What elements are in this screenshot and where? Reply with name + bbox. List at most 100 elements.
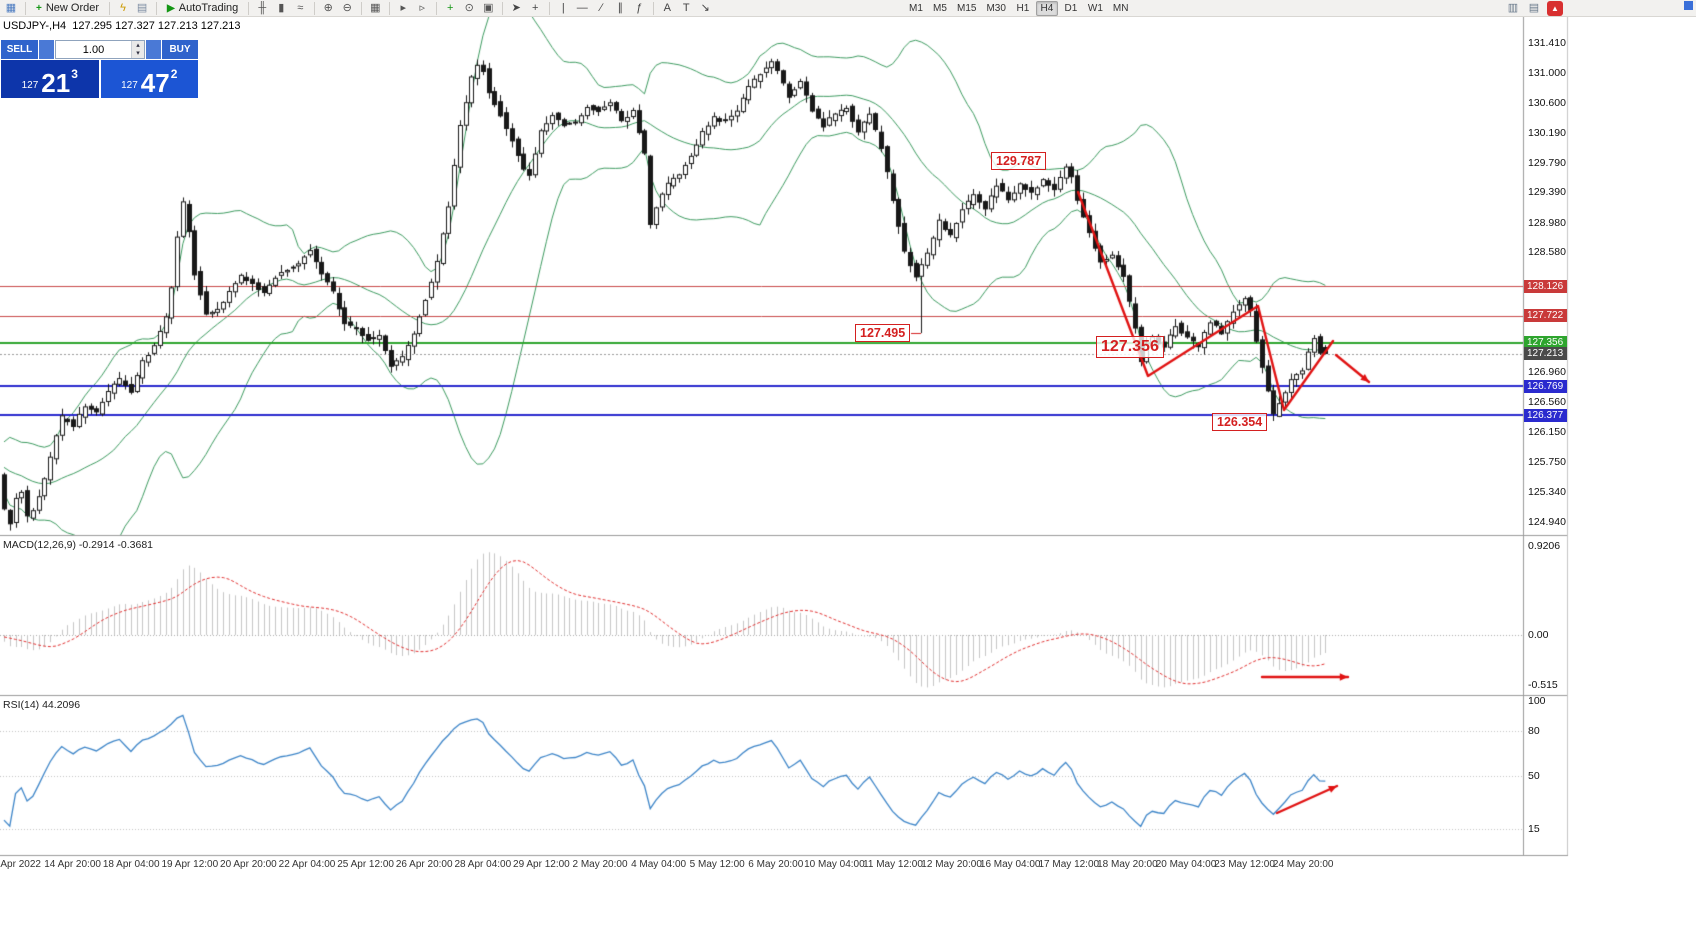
arrows-icon[interactable]: ↘ (700, 1, 710, 14)
messages-icon[interactable]: ▤ (1528, 2, 1540, 14)
auto-scroll-icon[interactable]: ▸ (400, 1, 407, 14)
metaeditor-icon[interactable]: ϟ (120, 1, 126, 14)
buy-price-button[interactable]: 127 47 2 (100, 60, 198, 98)
time-label: 22 Apr 04:00 (278, 859, 336, 870)
price-tick: 125.340 (1528, 486, 1566, 499)
time-label: 18 Apr 04:00 (102, 859, 160, 870)
panel-splitter-macd[interactable] (0, 534, 1568, 538)
bar-chart-icon[interactable]: ╫ (258, 1, 267, 14)
time-label: 24 May 20:00 (1272, 859, 1334, 870)
price-callout[interactable]: 126.354 (1212, 413, 1268, 431)
time-label: 28 Apr 04:00 (454, 859, 512, 870)
panel-splitter-rsi[interactable] (0, 694, 1568, 698)
timeframe-m5[interactable]: M5 (933, 3, 947, 14)
trendline-icon[interactable]: ∕ (600, 1, 603, 14)
zoom-in-icon[interactable]: ⊕ (323, 1, 333, 14)
volume-down-button[interactable]: ▾ (132, 49, 144, 58)
time-label: 20 May 04:00 (1155, 859, 1217, 870)
toolbar-separator (549, 1, 551, 15)
sell-button[interactable]: SELL (1, 40, 38, 59)
macd-axis-label: 0.00 (1528, 629, 1549, 641)
timeframe-h1[interactable]: H1 (1016, 3, 1030, 14)
templates-icon[interactable]: ▣ (483, 1, 494, 14)
time-label: 4 May 04:00 (631, 859, 687, 870)
vertical-line-icon[interactable]: | (561, 1, 565, 14)
toolbar-separator (248, 1, 250, 15)
line-chart-icon[interactable]: ≈ (297, 1, 304, 14)
timeframe-toolbar: M1 M5 M15 M30 H1 H4 D1 W1 MN (905, 1, 1134, 16)
timeframe-mn[interactable]: MN (1112, 3, 1129, 14)
timeframe-m1[interactable]: M1 (909, 3, 923, 14)
price-tick: 131.410 (1528, 37, 1566, 49)
toolbar-separator (156, 1, 158, 15)
volume-up-button[interactable]: ▴ (132, 41, 144, 50)
bid-price-pips: 21 (41, 68, 71, 98)
price-tick: 129.390 (1528, 186, 1566, 199)
new-order-button-label: New Order (45, 2, 100, 14)
chart-shift-icon[interactable]: ▹ (419, 1, 426, 14)
time-label: 23 May 12:00 (1214, 859, 1275, 870)
volume-input[interactable] (56, 41, 131, 58)
price-callout[interactable]: 127.356 (1096, 336, 1164, 358)
price-tick: 130.190 (1528, 127, 1566, 140)
bid-price-major: 127 (21, 80, 39, 91)
periods-icon[interactable]: ⊙ (464, 1, 474, 14)
candlestick-chart-icon[interactable]: ▮ (278, 1, 285, 14)
cursor-icon[interactable]: ➤ (511, 1, 521, 14)
channel-icon[interactable]: ∥ (617, 1, 624, 14)
text-icon[interactable]: A (663, 1, 671, 14)
timeframe-h4[interactable]: H4 (1035, 1, 1058, 16)
price-tick: 124.940 (1528, 515, 1566, 528)
toolbar-separator (436, 1, 438, 15)
price-line-tag: 127.356 (1524, 336, 1567, 350)
window-corner-widget (1684, 1, 1693, 10)
label-icon[interactable]: T (682, 1, 690, 14)
price-callout[interactable]: 129.787 (991, 152, 1047, 170)
rsi-axis-label: 80 (1528, 725, 1540, 738)
timeframe-m15[interactable]: M15 (957, 3, 977, 14)
buy-options-button[interactable] (146, 40, 161, 59)
new-order-button[interactable]: + New Order (30, 1, 105, 16)
price-tick: 130.600 (1528, 96, 1566, 109)
price-tick: 126.150 (1528, 426, 1566, 439)
time-label: 6 May 20:00 (748, 859, 804, 870)
alert-icon[interactable]: ▲ (1547, 1, 1563, 16)
time-label: 5 May 12:00 (689, 859, 745, 870)
autotrading-button[interactable]: ▶ AutoTrading (161, 1, 244, 16)
toolbar: ▦ + New Order ϟ ▤ ▶ AutoTrading ╫ ▮ ≈ ⊕ ⊖ ▦ ▸ ▹ + ⊙ ▣ ➤ + | —… (0, 0, 1696, 17)
crosshair-icon[interactable]: + (532, 1, 539, 14)
time-label: 12 May 20:00 (921, 859, 982, 870)
market-watch-icon[interactable]: ▤ (136, 1, 148, 14)
timeframe-d1[interactable]: D1 (1064, 3, 1078, 14)
zoom-out-icon[interactable]: ⊖ (342, 1, 352, 14)
price-callout[interactable]: 127.495 (855, 324, 911, 342)
toolbar-separator (314, 1, 316, 15)
timeframe-m30[interactable]: M30 (986, 3, 1006, 14)
plus-icon: + (36, 2, 42, 14)
toolbar-separator (389, 1, 391, 15)
chart-ohlc-header: USDJPY-,H4 127.295 127.327 127.213 127.2… (3, 20, 241, 32)
ask-price-pips: 47 (140, 68, 170, 98)
buy-button[interactable]: BUY (162, 40, 198, 59)
volume-stepper: ▴ ▾ (131, 41, 144, 58)
indicators-icon[interactable]: + (447, 1, 454, 14)
time-label: 2 May 20:00 (572, 859, 628, 870)
price-line-tag: 126.377 (1524, 408, 1567, 422)
ask-price-major: 127 (121, 80, 138, 91)
timeframe-w1[interactable]: W1 (1087, 3, 1103, 14)
sell-options-button[interactable] (39, 40, 54, 59)
new-chart-icon[interactable]: ▦ (5, 1, 17, 14)
autotrading-button-label: AutoTrading (178, 2, 239, 14)
volume-field: ▴ ▾ (55, 40, 145, 59)
time-label: 25 Apr 12:00 (337, 859, 394, 870)
layouts-icon[interactable]: ▥ (1507, 2, 1519, 14)
price-tick: 131.000 (1528, 67, 1566, 80)
fibonacci-icon[interactable]: ƒ (636, 1, 643, 14)
time-label: 11 May 12:00 (863, 859, 923, 870)
tile-windows-icon[interactable]: ▦ (370, 1, 381, 14)
sell-price-button[interactable]: 127 21 3 (1, 60, 99, 98)
horizontal-line-icon[interactable]: — (576, 1, 588, 14)
macd-header: MACD(12,26,9) -0.2914 -0.3681 (3, 539, 153, 551)
price-line-tag: 126.769 (1524, 379, 1567, 393)
